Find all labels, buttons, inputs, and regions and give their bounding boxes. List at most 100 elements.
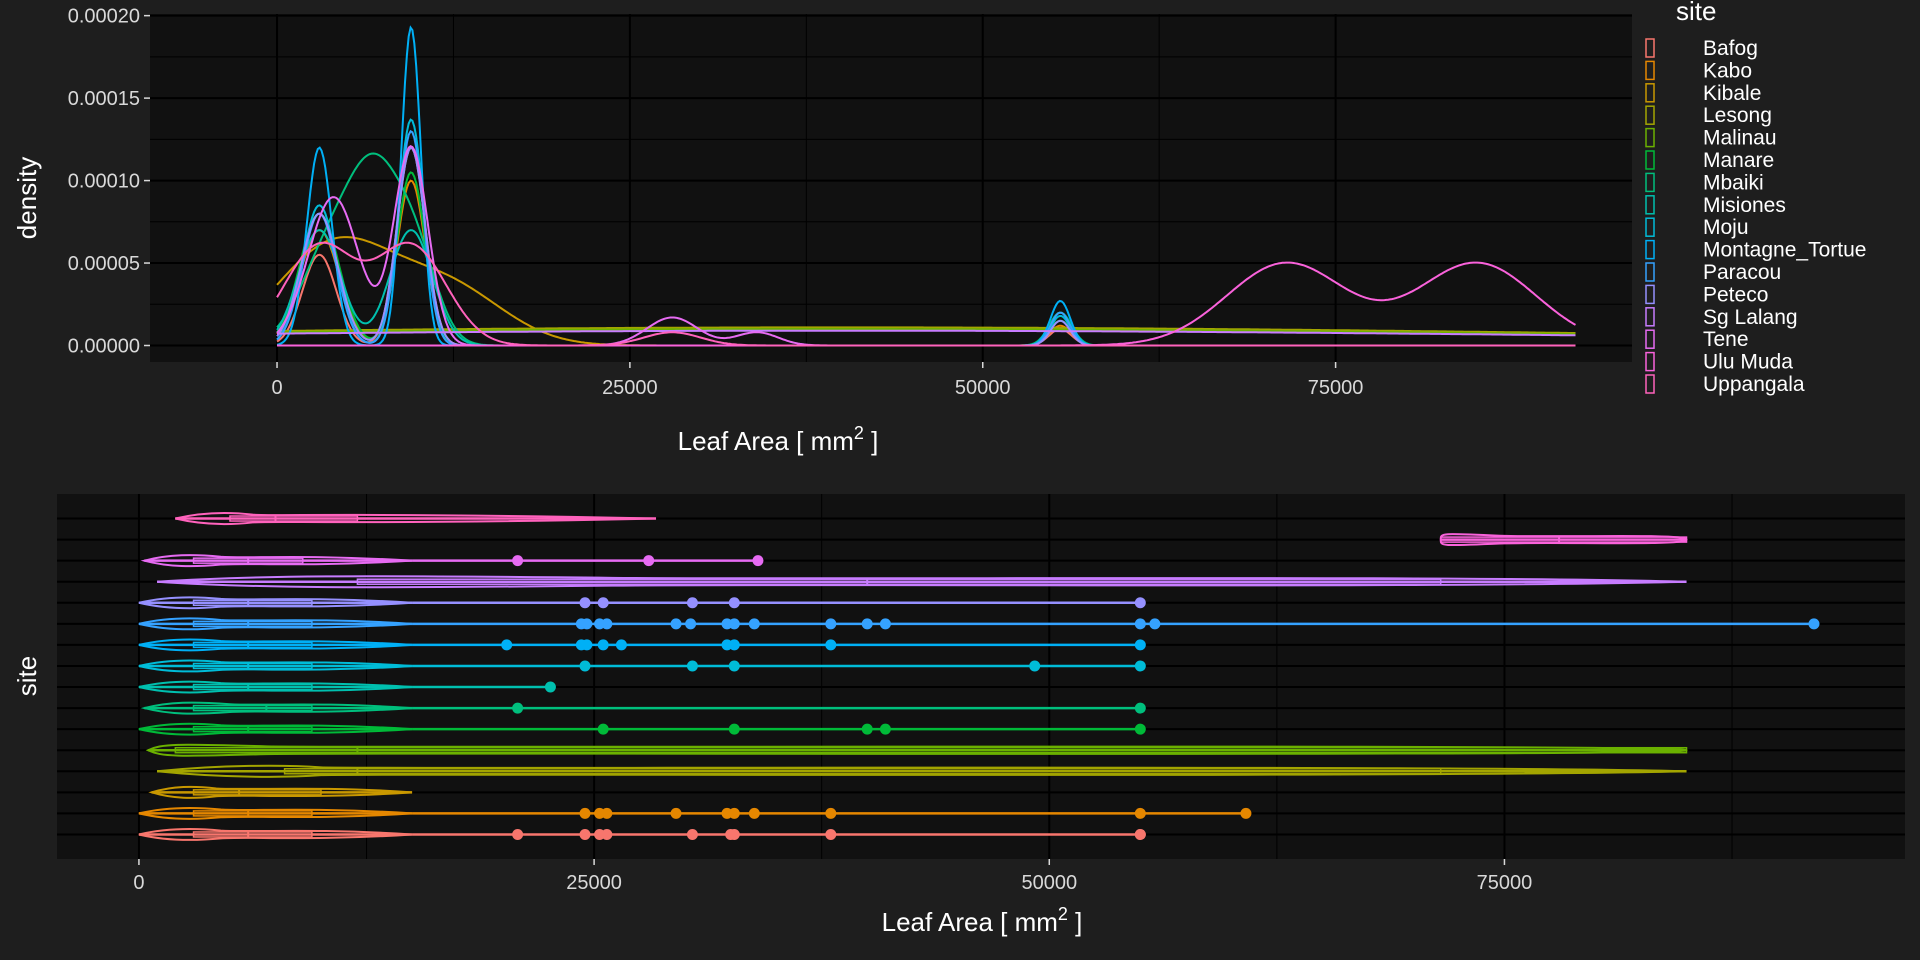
violin-shape: [148, 785, 413, 799]
density-line-malinau: [277, 328, 1576, 336]
violin-rows: [138, 512, 1820, 841]
violin-shape: [140, 554, 413, 568]
violin-shape: [138, 827, 413, 841]
outlier-point: [512, 828, 524, 840]
legend-label-misiones: Misiones: [1703, 194, 1786, 217]
density-x-axis: 0 25000 50000 75000: [271, 362, 1363, 399]
violin-row-peteco: [138, 596, 1146, 610]
violin-row-mbaiki: [140, 701, 1146, 715]
violin-row-bafog: [138, 827, 1146, 841]
outlier-point: [601, 618, 613, 630]
legend-key-uppangala: [1645, 374, 1655, 394]
outlier-point: [879, 618, 891, 630]
violin-row-lesong: [157, 764, 1687, 778]
box: [192, 620, 313, 628]
box: [356, 578, 1442, 585]
violin-shape: [138, 722, 413, 736]
violin-row-kabo: [138, 806, 1252, 820]
violin-shape: [140, 701, 413, 715]
outlier-point: [1808, 618, 1820, 630]
box: [192, 725, 313, 733]
legend-label-sg-lalang: Sg Lalang: [1703, 306, 1798, 329]
legend-key-kabo: [1645, 60, 1655, 81]
violin-shape: [138, 806, 413, 820]
outlier-point: [728, 723, 740, 735]
legend-label-uppangala: Uppangala: [1703, 373, 1805, 396]
outlier-point: [544, 681, 556, 693]
x-tick-label: 50000: [955, 377, 1011, 399]
violin-shape: [138, 596, 413, 610]
outlier-point: [512, 555, 524, 567]
violin-chart: 0 25000 50000 75000 Leaf Area [ mm2 ] site: [12, 494, 1905, 937]
legend-label-bafog: Bafog: [1703, 37, 1758, 60]
outlier-point: [879, 723, 891, 735]
legend-label-kibale: Kibale: [1703, 82, 1761, 105]
x-tick-label: 0: [271, 377, 282, 399]
outlier-point: [579, 660, 591, 672]
outlier-point: [1134, 828, 1146, 840]
box: [192, 683, 313, 691]
outlier-point: [728, 639, 740, 651]
legend-key-paracou: [1645, 262, 1655, 282]
violin-row-sg-lalang: [157, 575, 1687, 589]
outlier-point: [579, 807, 591, 819]
legend-label-malinau: Malinau: [1703, 127, 1777, 150]
outlier-point: [685, 618, 697, 630]
outlier-point: [825, 639, 837, 651]
legend-key-malinau: [1645, 127, 1655, 148]
box: [192, 831, 313, 838]
outlier-point: [1134, 702, 1146, 714]
legend-label-manare: Manare: [1703, 149, 1774, 172]
violin-y-axis-title: site: [12, 656, 42, 696]
density-line-sg-lalang: [277, 329, 1576, 337]
box: [192, 789, 322, 796]
violin-row-ulu-muda: [1439, 533, 1688, 547]
x-tick-label: 50000: [1021, 872, 1077, 894]
legend-key-misiones: [1645, 195, 1655, 215]
density-x-axis-title: Leaf Area [ mm2 ]: [678, 423, 879, 456]
x-tick-label: 25000: [566, 872, 622, 894]
x-tick-label: 75000: [1477, 872, 1533, 894]
legend-title: site: [1676, 0, 1716, 26]
outlier-point: [579, 828, 591, 840]
density-line-lesong: [277, 326, 1576, 334]
outlier-point: [686, 660, 698, 672]
outlier-point: [686, 828, 698, 840]
outlier-point: [643, 555, 655, 567]
density-chart: 0.00000 0.00005 0.00010 0.00015 0.00020 0 250…: [12, 6, 1632, 456]
outlier-point: [748, 618, 760, 630]
outlier-point: [728, 807, 740, 819]
outlier-point: [1134, 723, 1146, 735]
outlier-point: [752, 555, 764, 567]
outlier-point: [1134, 807, 1146, 819]
violin-shape: [157, 575, 1687, 589]
legend-label-ulu-muda: Ulu Muda: [1703, 351, 1793, 374]
violin-row-tene: [140, 554, 764, 568]
legend-label-kabo: Kabo: [1703, 59, 1752, 82]
outlier-point: [861, 618, 873, 630]
density-y-axis-title: density: [12, 157, 42, 239]
outlier-point: [686, 597, 698, 609]
y-tick-label: 0.00005: [68, 253, 140, 275]
violin-shape: [138, 659, 413, 673]
violin-shape: [175, 512, 657, 526]
outlier-point: [1134, 660, 1146, 672]
legend-key-sg-lalang: [1645, 307, 1655, 327]
violin-panel: [57, 494, 1905, 859]
outlier-point: [728, 597, 740, 609]
outlier-point: [1149, 618, 1161, 630]
outlier-point: [615, 639, 627, 651]
x-tick-label: 0: [133, 872, 144, 894]
violin-row-moju: [138, 659, 1146, 673]
y-tick-label: 0.00015: [68, 88, 140, 110]
outlier-point: [1134, 618, 1146, 630]
box: [192, 810, 313, 817]
legend-key-kibale: [1645, 83, 1655, 103]
legend-key-ulu-muda: [1645, 351, 1655, 372]
outlier-point: [728, 660, 740, 672]
box: [174, 746, 1688, 754]
violin-row-paracou: [138, 617, 1820, 631]
violin-x-axis-title: Leaf Area [ mm2 ]: [882, 904, 1083, 937]
density-y-axis: 0.00000 0.00005 0.00010 0.00015 0.00020: [68, 6, 150, 358]
